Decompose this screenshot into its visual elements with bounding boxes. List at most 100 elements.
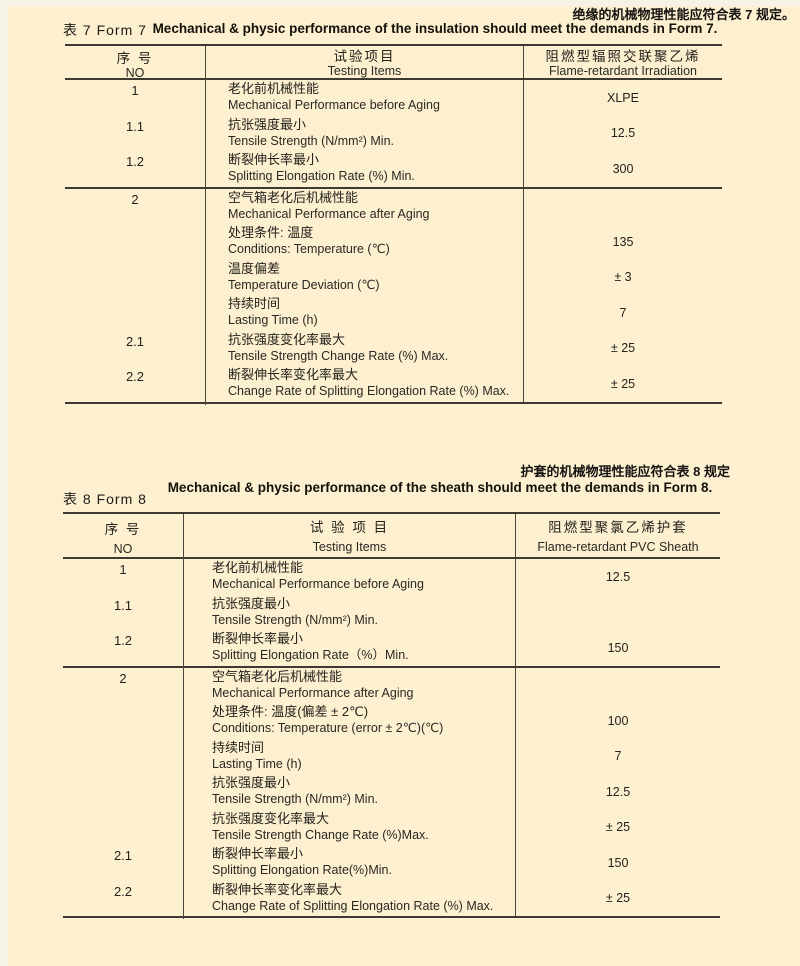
row-item-cn: 老化前机械性能 bbox=[212, 560, 304, 575]
row-no: 1.2 bbox=[125, 154, 145, 169]
form8-header-row: 序 号 NO 试 验 项 目 Testing Items 阻燃型聚氯乙烯护套 F… bbox=[63, 514, 720, 560]
row-item-cn: 处理条件: 温度 bbox=[228, 225, 314, 240]
table-row: 1 老化前机械性能 Mechanical Performance before … bbox=[65, 80, 722, 119]
row-item-cn: 抗张强度最小 bbox=[228, 116, 307, 132]
row-item-en: Mechanical Performance before Aging bbox=[212, 577, 424, 591]
header-items-cn: 试验项目 bbox=[333, 49, 396, 64]
form8-header-value: 阻燃型聚氯乙烯护套 Flame-retardant PVC Sheath bbox=[515, 514, 720, 557]
row-no: 2.2 bbox=[125, 369, 145, 384]
form8-title-en: Mechanical & physic performance of the s… bbox=[167, 480, 713, 495]
table-row: 2.1 抗张强度变化率最大 Tensile Strength Change Ra… bbox=[65, 330, 722, 369]
form7-header-items: 试验项目 Testing Items bbox=[205, 46, 523, 81]
row-item: 处理条件: 温度 Conditions: Temperature (℃) bbox=[205, 224, 523, 263]
table-row: 1.2 断裂伸长率最小 Splitting Elongation Rate（%）… bbox=[63, 630, 720, 669]
row-item-en: Change Rate of Splitting Elongation Rate… bbox=[212, 898, 494, 913]
row-no: 1.2 bbox=[113, 633, 133, 648]
row-item-en: Tensile Strength Change Rate (%) Max. bbox=[228, 348, 449, 363]
form7-header-no: 序 号 NO bbox=[65, 46, 205, 81]
form7-rows: 1 老化前机械性能 Mechanical Performance before … bbox=[65, 80, 722, 405]
form7-title-en: Mechanical & physic performance of the i… bbox=[152, 21, 718, 36]
row-item-en: Splitting Elongation Rate（%）Min. bbox=[212, 648, 409, 662]
row-item: 老化前机械性能 Mechanical Performance before Ag… bbox=[183, 559, 515, 598]
form7-header-value: 阻燃型辐照交联聚乙烯 Flame-retardant Irradiation bbox=[523, 46, 722, 78]
form8-caption: 表 8 Form 8 bbox=[63, 491, 147, 507]
row-no: 2.1 bbox=[113, 848, 133, 863]
row-item-en: Mechanical Performance after Aging bbox=[212, 685, 414, 700]
row-no bbox=[65, 260, 205, 299]
row-item-cn: 温度偏差 bbox=[228, 260, 281, 276]
row-value: ± 25 bbox=[523, 330, 722, 366]
table-row: 2 空气箱老化后机械性能 Mechanical Performance afte… bbox=[63, 665, 720, 706]
row-item: 断裂伸长率最小 Splitting Elongation Rate(%)Min. bbox=[183, 845, 515, 884]
row-item: 断裂伸长率变化率最大 Change Rate of Splitting Elon… bbox=[183, 880, 515, 919]
row-item-en: Conditions: Temperature (℃) bbox=[228, 242, 390, 256]
form8-table: 序 号 NO 试 验 项 目 Testing Items 阻燃型聚氯乙烯护套 F… bbox=[63, 512, 720, 919]
form8-rows: 1 老化前机械性能 Mechanical Performance before … bbox=[63, 559, 720, 919]
form8-header-no: 序 号 NO bbox=[63, 514, 183, 560]
row-item-en: Lasting Time (h) bbox=[212, 756, 302, 771]
table-row: 2.2 断裂伸长率变化率最大 Change Rate of Splitting … bbox=[63, 880, 720, 919]
row-value: 12.5 bbox=[523, 115, 722, 151]
row-no: 1 bbox=[131, 83, 139, 98]
row-item-en: Tensile Strength Change Rate (%)Max. bbox=[212, 827, 429, 842]
row-item: 抗张强度最小 Tensile Strength (N/mm²) Min. bbox=[205, 115, 523, 154]
row-value: 150 bbox=[515, 845, 720, 881]
row-item-en: Mechanical Performance after Aging bbox=[228, 206, 430, 221]
row-item-en: Splitting Elongation Rate(%)Min. bbox=[212, 863, 392, 877]
row-no bbox=[65, 295, 205, 334]
row-no: 2 bbox=[119, 670, 127, 686]
row-value: XLPE bbox=[523, 80, 722, 116]
row-item: 持续时间 Lasting Time (h) bbox=[183, 738, 515, 777]
row-item-en: Temperature Deviation (℃) bbox=[228, 277, 380, 292]
row-value bbox=[515, 594, 720, 630]
row-item-cn: 断裂伸长率变化率最大 bbox=[228, 367, 359, 382]
row-item-cn: 空气箱老化后机械性能 bbox=[228, 189, 359, 205]
row-item-en: Splitting Elongation Rate (%) Min. bbox=[228, 169, 415, 183]
table-row: 抗张强度最小 Tensile Strength (N/mm²) Min. 12.… bbox=[63, 774, 720, 813]
row-item-cn: 断裂伸长率最小 bbox=[228, 152, 320, 167]
row-value: 7 bbox=[515, 738, 720, 774]
header-no-cn: 序 号 bbox=[116, 51, 154, 66]
row-item-cn: 处理条件: 温度(偏差 ± 2℃) bbox=[212, 704, 369, 719]
page-background bbox=[8, 6, 800, 966]
row-item-cn: 断裂伸长率最小 bbox=[212, 631, 304, 646]
row-no bbox=[63, 703, 183, 742]
header-no-en: NO bbox=[125, 66, 145, 80]
table-row: 持续时间 Lasting Time (h) 7 bbox=[63, 738, 720, 777]
row-no: 2.2 bbox=[113, 883, 133, 899]
row-item-en: Tensile Strength (N/mm²) Min. bbox=[228, 133, 395, 148]
row-item: 处理条件: 温度(偏差 ± 2℃) Conditions: Temperatur… bbox=[183, 703, 515, 742]
form8-header-items: 试 验 项 目 Testing Items bbox=[183, 514, 515, 560]
row-value: 12.5 bbox=[515, 559, 720, 595]
row-item-en: Mechanical Performance before Aging bbox=[228, 98, 440, 112]
table-row: 2.1 断裂伸长率最小 Splitting Elongation Rate(%)… bbox=[63, 845, 720, 884]
row-item: 断裂伸长率变化率最大 Change Rate of Splitting Elon… bbox=[205, 366, 523, 405]
row-no bbox=[63, 774, 183, 813]
row-no: 1 bbox=[119, 562, 127, 577]
table-row: 2 空气箱老化后机械性能 Mechanical Performance afte… bbox=[65, 186, 722, 227]
row-item-en: Tensile Strength (N/mm²) Min. bbox=[212, 792, 379, 806]
row-no: 1.1 bbox=[125, 118, 145, 134]
row-item: 持续时间 Lasting Time (h) bbox=[205, 295, 523, 334]
row-value: ± 25 bbox=[515, 880, 720, 916]
row-no bbox=[65, 224, 205, 263]
row-value: ± 25 bbox=[523, 366, 722, 402]
header-value-cn: 阻燃型聚氯乙烯护套 bbox=[548, 520, 688, 535]
row-item: 断裂伸长率最小 Splitting Elongation Rate（%）Min. bbox=[183, 630, 515, 669]
row-item-cn: 断裂伸长率最小 bbox=[212, 846, 304, 861]
header-items-en: Testing Items bbox=[312, 540, 387, 554]
row-no bbox=[63, 810, 183, 849]
header-no-en: NO bbox=[113, 542, 133, 556]
form7-note-cn: 绝缘的机械物理性能应符合表 7 规定。 bbox=[572, 7, 795, 22]
header-items-en: Testing Items bbox=[327, 64, 402, 78]
row-item: 空气箱老化后机械性能 Mechanical Performance after … bbox=[183, 667, 515, 706]
row-item-en: Tensile Strength (N/mm²) Min. bbox=[212, 612, 379, 627]
header-no-cn: 序 号 bbox=[104, 522, 142, 537]
row-value: 135 bbox=[523, 224, 722, 260]
header-items-cn: 试 验 项 目 bbox=[309, 520, 390, 535]
row-item-en: Conditions: Temperature (error ± 2℃)(℃) bbox=[212, 721, 444, 735]
row-item-cn: 抗张强度最小 bbox=[212, 775, 291, 790]
row-value: 100 bbox=[515, 703, 720, 739]
row-value: ± 25 bbox=[515, 809, 720, 845]
